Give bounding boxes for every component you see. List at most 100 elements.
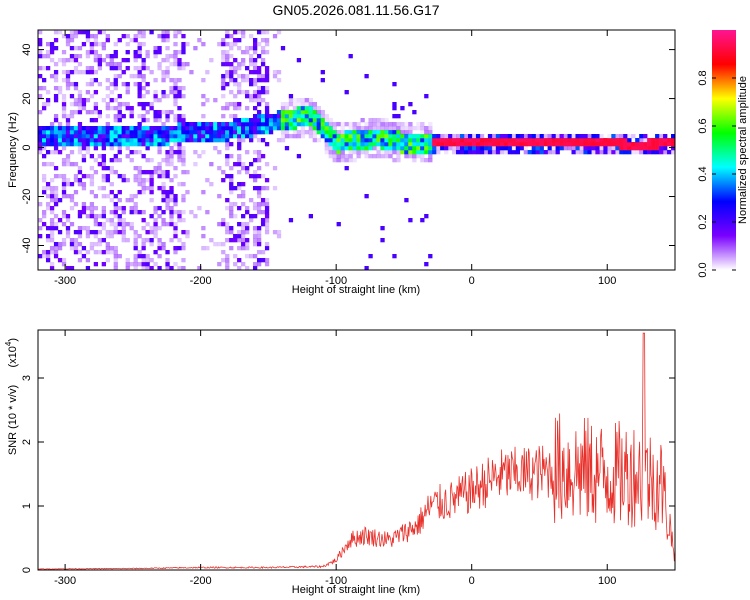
- heatmap-cell: [348, 126, 353, 131]
- heatmap-cell: [113, 82, 118, 87]
- heatmap-cell: [49, 218, 55, 223]
- heatmap-cell: [61, 62, 67, 67]
- heatmap-cell: [241, 194, 246, 199]
- heatmap-cell: [475, 146, 481, 151]
- heatmap-cell: [81, 174, 87, 179]
- heatmap-cell: [252, 186, 258, 191]
- heatmap-cell: [225, 262, 230, 267]
- heatmap-cell: [364, 130, 369, 135]
- heatmap-cell: [241, 182, 246, 187]
- heatmap-cell: [225, 82, 230, 87]
- heatmap-cell: [276, 138, 282, 143]
- heatmap-cell: [452, 134, 457, 139]
- heatmap-cell: [571, 138, 576, 143]
- heatmap-cell: [241, 50, 246, 55]
- heatmap-cell: [81, 154, 87, 159]
- heatmap-cell: [245, 78, 250, 83]
- heatmap-cell: [121, 126, 126, 131]
- heatmap-cell: [45, 126, 51, 131]
- heatmap-cell: [133, 202, 138, 207]
- heatmap-cell: [288, 134, 294, 139]
- heatmap-cell: [256, 74, 262, 79]
- heatmap-cell: [57, 246, 63, 251]
- heatmap-cell: [69, 82, 75, 87]
- heatmap-cell: [237, 122, 242, 127]
- heatmap-cell: [436, 142, 441, 147]
- heatmap-cell: [380, 126, 385, 131]
- heatmap-cell: [352, 130, 357, 135]
- heatmap-cell: [145, 146, 150, 151]
- heatmap-cell: [245, 222, 250, 227]
- heatmap-cell: [97, 154, 102, 159]
- heatmap-cell: [181, 134, 186, 139]
- heatmap-cell: [527, 134, 532, 139]
- heatmap-cell: [388, 122, 393, 127]
- heatmap-cell: [169, 110, 174, 115]
- heatmap-cell: [157, 238, 162, 243]
- heatmap-cell: [225, 130, 230, 135]
- heatmap-cell: [81, 106, 87, 111]
- heatmap-cell: [547, 134, 552, 139]
- heatmap-cell: [249, 58, 254, 63]
- heatmap-cell: [396, 114, 401, 119]
- heatmap-cell: [280, 138, 286, 143]
- heatmap-cell: [221, 82, 226, 87]
- heatmap-cell: [61, 106, 67, 111]
- heatmap-cell: [479, 150, 485, 155]
- heatmap-cell: [129, 222, 134, 227]
- heatmap-cell: [392, 130, 397, 135]
- heatmap-cell: [440, 146, 445, 151]
- heatmap-cell: [85, 138, 91, 143]
- heatmap-cell: [380, 150, 385, 155]
- heatmap-cell: [241, 126, 246, 131]
- heatmap-cell: [129, 262, 134, 267]
- heatmap-cell: [49, 58, 55, 63]
- heatmap-cell: [280, 122, 286, 127]
- heatmap-cell: [145, 238, 150, 243]
- heatmap-cell: [77, 234, 83, 239]
- heatmap-cell: [137, 250, 142, 255]
- heatmap-cell: [65, 78, 71, 83]
- heatmap-cell: [372, 118, 377, 123]
- heatmap-cell: [272, 126, 278, 131]
- heatmap-cell: [237, 106, 242, 111]
- heatmap-cell: [221, 126, 226, 131]
- heatmap-cell: [237, 30, 242, 35]
- heatmap-cell: [125, 134, 130, 139]
- heatmap-cell: [109, 218, 114, 223]
- heatmap-cell: [615, 138, 620, 143]
- heatmap-cell: [133, 238, 138, 243]
- heatmap-cell: [109, 134, 114, 139]
- heatmap-cell: [229, 178, 234, 183]
- heatmap-cell: [157, 166, 162, 171]
- heatmap-cell: [428, 154, 433, 159]
- heatmap-cell: [193, 214, 198, 219]
- heatmap-cell: [153, 98, 158, 103]
- heatmap-cell: [157, 110, 162, 115]
- heatmap-cell: [555, 134, 560, 139]
- heatmap-cell: [380, 238, 385, 243]
- heatmap-cell: [97, 162, 102, 167]
- heatmap-cell: [225, 238, 230, 243]
- heatmap-cell: [420, 138, 425, 143]
- heatmap-cell: [61, 110, 67, 115]
- heatmap-cell: [252, 178, 258, 183]
- heatmap-cell: [260, 74, 266, 79]
- heatmap-cell: [360, 130, 365, 135]
- heatmap-cell: [268, 118, 274, 123]
- heatmap-cell: [264, 122, 270, 127]
- heatmap-cell: [396, 154, 401, 159]
- heatmap-cell: [77, 210, 83, 215]
- heatmap-cell: [316, 138, 321, 143]
- heatmap-cell: [205, 210, 210, 215]
- heatmap-cell: [479, 146, 485, 151]
- heatmap-cell: [535, 142, 540, 147]
- heatmap-cell: [471, 134, 477, 139]
- heatmap-cell: [241, 90, 246, 95]
- heatmap-cell: [241, 226, 246, 231]
- heatmap-cell: [241, 262, 246, 267]
- heatmap-cell: [101, 142, 106, 147]
- heatmap-cell: [221, 134, 226, 139]
- heatmap-cell: [185, 126, 190, 131]
- heatmap-cell: [93, 106, 99, 111]
